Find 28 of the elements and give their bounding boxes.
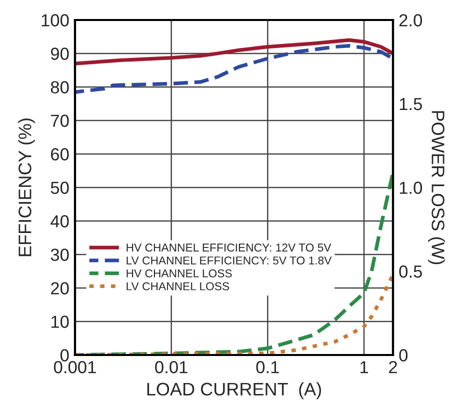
y-tick-label: 50 (50, 182, 69, 194)
x-tick-label: 0.01 (155, 361, 188, 374)
legend-label: LV CHANNEL EFFICIENCY: 5V TO 1.8V (126, 256, 332, 265)
x-tick-label: 0.001 (54, 361, 96, 374)
y-tick-label: 80 (50, 81, 69, 94)
x-axis-title: LOAD CURRENT (A) (147, 382, 321, 400)
y-tick-label: 0 (60, 349, 69, 362)
y-tick-label: 70 (51, 114, 69, 127)
x-tick-label: 2 (389, 361, 397, 374)
x-tick-label: 0.1 (256, 361, 279, 374)
y2-tick-label: 0.5 (399, 265, 422, 278)
y-axis-title: EFFICIENCY (%) (18, 118, 35, 256)
legend-label: HV CHANNEL LOSS (126, 269, 232, 278)
y-tick-label: 90 (50, 48, 69, 60)
y-tick-label: 10 (51, 316, 69, 328)
y-tick-label: 30 (50, 248, 69, 261)
y-tick-label: 60 (51, 148, 69, 160)
y-tick-label: 40 (50, 215, 69, 228)
y2-tick-label: 1.0 (400, 182, 422, 194)
y2-tick-label: 0 (399, 349, 408, 362)
y-tick-label: 100 (42, 14, 69, 26)
x-tick-label: 1 (360, 361, 368, 374)
y-tick-label: 20 (51, 282, 69, 294)
y2-tick-label: 2.0 (399, 14, 422, 26)
y2-axis-title: POWER LOSS (W) (428, 111, 445, 264)
legend-label: HV CHANNEL EFFICIENCY: 12V TO 5V (126, 244, 332, 252)
y2-tick-label: 1.5 (400, 98, 422, 110)
legend-label: LV CHANNEL LOSS (126, 282, 230, 290)
